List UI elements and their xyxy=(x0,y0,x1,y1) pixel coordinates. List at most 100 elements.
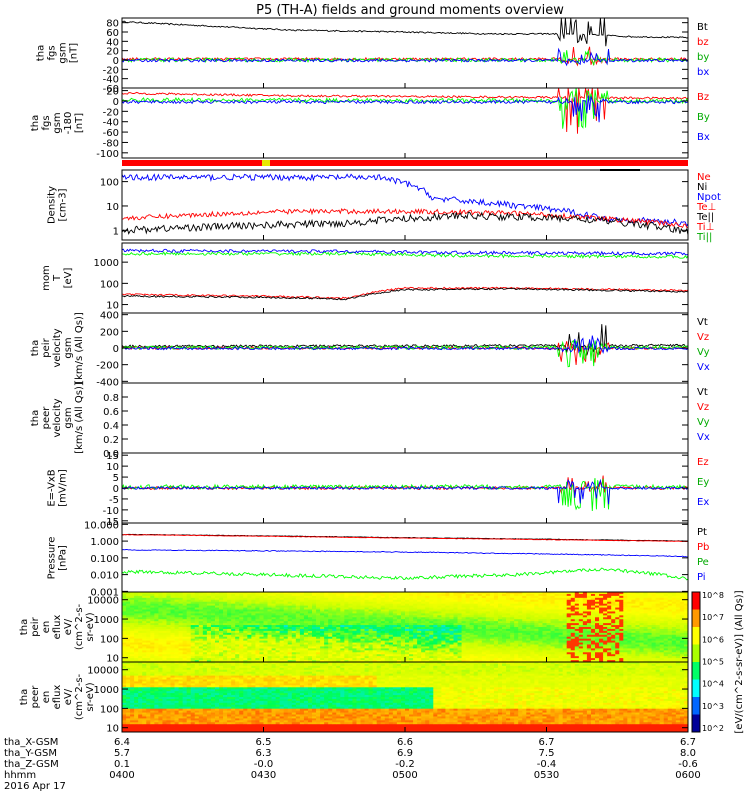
spectrogram-cell xyxy=(384,593,390,597)
spectrogram-cell xyxy=(251,625,256,628)
spectrogram-cell xyxy=(441,593,446,597)
spectrogram-cell xyxy=(247,597,252,601)
spectrogram-cell xyxy=(299,617,305,620)
spectrogram-cell xyxy=(299,597,305,601)
spectrogram-cell xyxy=(469,613,475,616)
spectrogram-cell xyxy=(279,603,285,607)
spectrogram-cell xyxy=(146,630,151,634)
spectrogram-cell xyxy=(142,656,147,659)
spectrogram-cell xyxy=(477,605,483,608)
spectrogram-cell xyxy=(142,652,147,655)
spectrogram-cell xyxy=(174,617,179,620)
spectrogram-cell xyxy=(457,628,462,632)
spectrogram-cell xyxy=(485,646,491,649)
series-line-Ne xyxy=(121,207,689,229)
spectrogram-cell xyxy=(182,660,188,663)
spectrogram-cell xyxy=(497,595,503,599)
spectrogram-cell xyxy=(134,660,139,663)
spectrogram-cell xyxy=(558,599,564,603)
spectrogram-cell xyxy=(469,597,475,601)
spectrogram-cell xyxy=(227,652,232,655)
spectrogram-cell xyxy=(150,597,155,601)
spectrogram-cell xyxy=(481,625,487,628)
spectrogram-cell xyxy=(243,599,248,603)
spectrogram-cell xyxy=(320,642,325,645)
spectrogram-cell xyxy=(429,625,434,628)
spectrogram-cell xyxy=(259,593,264,597)
spectrogram-cell xyxy=(554,611,560,614)
spectrogram-cell xyxy=(190,625,196,628)
spectrogram-cell xyxy=(388,601,394,605)
spectrogram-cell xyxy=(461,638,467,642)
spectrogram-cell xyxy=(538,630,543,634)
spectrogram-cell xyxy=(239,623,244,626)
y-axis-label-line: Pressure xyxy=(47,537,58,580)
spectrogram-cell xyxy=(429,613,434,616)
spectrogram-cell xyxy=(202,593,208,597)
spectrogram-cell xyxy=(400,613,406,616)
spectrogram-cell xyxy=(162,642,167,645)
spectrogram-cell xyxy=(348,593,353,597)
spectrogram-cell xyxy=(413,611,418,614)
spectrogram-cell xyxy=(182,646,188,649)
spectrogram-cell xyxy=(235,640,240,643)
spectrogram-cell xyxy=(126,652,131,655)
spectrogram-cell xyxy=(134,621,139,624)
spectrogram-cell xyxy=(368,611,374,614)
spectrogram-cell xyxy=(380,603,386,607)
spectrogram-cell xyxy=(429,632,434,636)
spectrogram-cell xyxy=(388,656,394,659)
spectrogram-cell xyxy=(392,592,398,595)
spectrogram-cell xyxy=(372,593,378,597)
spectrogram-cell xyxy=(473,642,479,645)
spectrogram-cell xyxy=(316,615,321,618)
spectrogram-cell xyxy=(522,632,527,636)
spectrogram-cell xyxy=(493,607,499,610)
spectrogram-cell xyxy=(307,603,313,607)
spectrogram-cell xyxy=(320,660,325,663)
spectrogram-cell xyxy=(287,605,293,608)
spectrogram-cell xyxy=(372,628,378,632)
spectrogram-cell xyxy=(368,636,374,640)
spectrogram-cell xyxy=(340,603,345,607)
spectrogram-cell xyxy=(307,605,313,608)
spectrogram-cell xyxy=(303,654,309,657)
spectrogram-cell xyxy=(522,648,527,651)
spectrogram-cell xyxy=(279,636,285,640)
spectrogram-cell xyxy=(526,595,531,599)
spectrogram-cell xyxy=(502,638,507,642)
spectrogram-cell xyxy=(461,632,467,636)
spectrogram-cell xyxy=(445,625,450,628)
spectrogram-cell xyxy=(518,597,523,601)
spectrogram-cell xyxy=(344,613,349,616)
spectrogram-cell xyxy=(376,646,382,649)
spectrogram-cell xyxy=(546,656,551,659)
spectrogram-cell xyxy=(514,595,519,599)
spectrogram-cell xyxy=(461,595,467,599)
spectrogram-cell xyxy=(453,607,458,610)
spectrogram-cell xyxy=(190,621,196,624)
spectrogram-cell xyxy=(396,623,402,626)
spectrogram-cell xyxy=(130,642,135,645)
spectrogram-cell xyxy=(303,617,309,620)
spectrogram-cell xyxy=(182,628,188,632)
spectrogram-cell xyxy=(223,601,228,605)
spectrogram-cell xyxy=(421,603,426,607)
spectrogram-cell xyxy=(247,660,252,663)
spectrogram-cell xyxy=(162,628,167,632)
spectrogram-cell xyxy=(437,644,442,647)
spectrogram-cell xyxy=(550,625,555,628)
spectrogram-cell xyxy=(417,595,422,599)
spectrogram-cell xyxy=(558,646,564,649)
spectrogram-cell xyxy=(316,611,321,614)
spectrogram-cell xyxy=(396,601,402,605)
spectrogram-cell xyxy=(550,619,555,622)
spectrogram-cell xyxy=(158,623,163,626)
spectrogram-cell xyxy=(332,660,337,663)
spectrogram-cell xyxy=(239,634,244,638)
series-line-bx xyxy=(121,47,689,67)
spectrogram-cell xyxy=(247,625,252,628)
spectrogram-cell xyxy=(303,613,309,616)
spectrogram-cell xyxy=(312,658,317,661)
